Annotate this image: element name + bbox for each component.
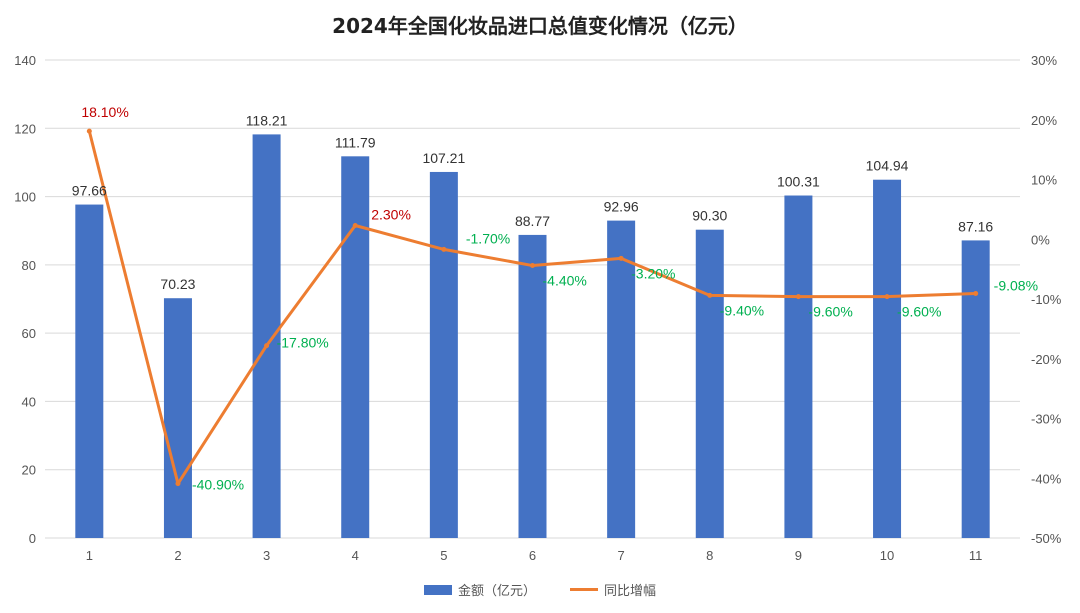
y-right-tick-label: -50% (1031, 531, 1062, 546)
line-point[interactable] (884, 294, 890, 300)
y-left-tick-label: 120 (14, 121, 36, 136)
bar-data-label: 92.96 (604, 199, 639, 215)
bar-data-label: 100.31 (777, 174, 820, 190)
line-data-label: 18.10% (81, 104, 128, 120)
x-tick-label: 9 (795, 548, 802, 563)
bar-data-label: 70.23 (160, 276, 195, 292)
y-right-tick-label: 0% (1031, 232, 1050, 247)
legend-item-amount[interactable]: 金额（亿元） (423, 580, 536, 599)
axis-ticks: 0 20 40 60 80 100 120 140 -50% -40% -30% -20% -10% 0%… (14, 53, 1061, 563)
legend-item-yoy[interactable]: 同比增幅 (570, 580, 656, 599)
bar-data-label: 111.79 (335, 134, 376, 150)
x-tick-label: 4 (352, 548, 359, 563)
y-right-tick-label: -20% (1031, 352, 1062, 367)
line-point[interactable] (618, 255, 624, 261)
bar[interactable] (695, 229, 724, 538)
x-tick-label: 2 (174, 548, 181, 563)
bar[interactable] (341, 156, 370, 538)
line-point[interactable] (973, 291, 979, 297)
y-left-tick-label: 0 (29, 531, 36, 546)
y-left-tick-label: 40 (22, 394, 36, 409)
bar-data-label: 104.94 (866, 158, 909, 174)
line-data-label: -9.60% (808, 304, 852, 320)
y-left-tick-label: 20 (22, 463, 36, 478)
y-left-tick-label: 60 (22, 326, 36, 341)
data-labels: 97.66 70.23 118.21 111.79 107.21 88.77 92.96 90… (72, 104, 1038, 493)
line-point[interactable] (441, 246, 447, 252)
line-data-label: -3.20% (631, 265, 675, 281)
bar-data-label: 97.66 (72, 183, 107, 199)
line-point[interactable] (530, 263, 535, 269)
bar-data-label: 107.21 (422, 150, 465, 166)
line-data-label: -9.60% (897, 304, 941, 320)
line-point[interactable] (264, 343, 270, 349)
legend-label-yoy: 同比增幅 (604, 583, 657, 598)
line-point[interactable] (352, 223, 358, 229)
bar[interactable] (252, 134, 281, 539)
bar-data-label: 87.16 (958, 218, 993, 234)
legend-swatch-line (570, 588, 598, 591)
bar[interactable] (75, 204, 104, 538)
bar[interactable] (163, 298, 192, 538)
y-left-tick-label: 100 (14, 190, 36, 205)
bar-series (75, 134, 990, 539)
line-series (86, 128, 979, 487)
bar-data-label: 118.21 (246, 112, 288, 128)
line-data-label: -9.40% (720, 302, 764, 318)
y-right-tick-label: -40% (1031, 471, 1062, 486)
x-tick-label: 8 (706, 548, 713, 563)
line-point[interactable] (175, 481, 181, 487)
bar-data-label: 88.77 (515, 213, 550, 229)
x-tick-label: 11 (969, 548, 983, 563)
x-tick-label: 7 (618, 548, 625, 563)
line-data-label: -40.90% (192, 477, 244, 493)
bar-data-label: 90.30 (692, 208, 727, 224)
y-right-tick-label: -30% (1031, 412, 1062, 427)
line-data-label: -9.08% (994, 278, 1038, 294)
legend-label-amount: 金额（亿元） (457, 583, 536, 598)
chart-title: 2024年全国化妆品进口总值变化情况（亿元） (332, 14, 748, 38)
legend-swatch-bar (423, 584, 452, 595)
x-tick-label: 5 (440, 548, 447, 563)
x-tick-label: 3 (263, 548, 270, 563)
bar[interactable] (961, 240, 990, 538)
bar[interactable] (429, 171, 458, 539)
x-tick-label: 10 (880, 548, 894, 563)
line-data-label: -17.80% (277, 335, 329, 351)
line-data-label: 2.30% (371, 207, 411, 223)
y-left-tick-label: 140 (14, 53, 36, 68)
line-point[interactable] (86, 128, 92, 134)
line-point[interactable] (707, 292, 713, 298)
bar[interactable] (607, 220, 636, 538)
y-left-tick-label: 80 (22, 258, 36, 273)
x-tick-label: 6 (529, 548, 536, 563)
bar[interactable] (873, 179, 902, 538)
y-right-tick-label: 20% (1031, 113, 1057, 128)
line-data-label: -1.70% (466, 230, 510, 246)
bar[interactable] (518, 234, 547, 538)
line-point[interactable] (795, 294, 801, 300)
y-right-tick-label: 30% (1031, 53, 1057, 68)
bar[interactable] (784, 195, 813, 538)
legend: 金额（亿元） 同比增幅 (0, 580, 1080, 599)
line-data-label: -4.40% (543, 273, 587, 289)
x-tick-label: 1 (86, 548, 93, 563)
y-right-tick-label: -10% (1031, 292, 1062, 307)
y-right-tick-label: 10% (1031, 173, 1057, 188)
